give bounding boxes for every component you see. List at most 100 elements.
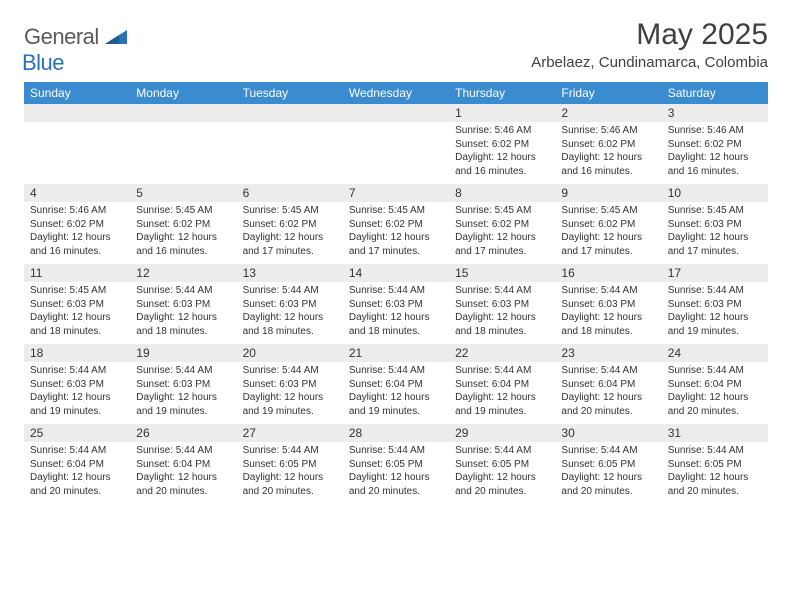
sunset-text: Sunset: 6:02 PM [136,218,230,232]
day-detail-cell: Sunrise: 5:44 AMSunset: 6:05 PMDaylight:… [555,442,661,504]
day-detail-cell: Sunrise: 5:46 AMSunset: 6:02 PMDaylight:… [24,202,130,264]
location-subtitle: Arbelaez, Cundinamarca, Colombia [531,54,768,71]
daylight-text: Daylight: 12 hours and 17 minutes. [668,231,762,258]
sunrise-text: Sunrise: 5:44 AM [136,444,230,458]
dow-cell: Tuesday [237,82,343,104]
daylight-text: Daylight: 12 hours and 20 minutes. [561,391,655,418]
sunrise-text: Sunrise: 5:44 AM [349,444,443,458]
page-header: General Blue May 2025 Arbelaez, Cundinam… [24,18,768,76]
day-detail-cell: Sunrise: 5:46 AMSunset: 6:02 PMDaylight:… [555,122,661,184]
day-number-cell: 6 [237,184,343,202]
daylight-text: Daylight: 12 hours and 20 minutes. [455,471,549,498]
sunrise-text: Sunrise: 5:44 AM [668,444,762,458]
day-detail-cell: Sunrise: 5:44 AMSunset: 6:04 PMDaylight:… [130,442,236,504]
day-detail-cell: Sunrise: 5:44 AMSunset: 6:04 PMDaylight:… [343,362,449,424]
sunrise-text: Sunrise: 5:46 AM [668,124,762,138]
sunrise-text: Sunrise: 5:44 AM [243,364,337,378]
day-number-cell [237,104,343,122]
sunset-text: Sunset: 6:04 PM [668,378,762,392]
day-number-row: 18192021222324 [24,344,768,362]
day-number-cell: 14 [343,264,449,282]
day-detail-row: Sunrise: 5:46 AMSunset: 6:02 PMDaylight:… [24,202,768,264]
sunrise-text: Sunrise: 5:44 AM [455,284,549,298]
sunrise-text: Sunrise: 5:46 AM [455,124,549,138]
day-detail-cell [130,122,236,184]
sunset-text: Sunset: 6:04 PM [349,378,443,392]
month-title: May 2025 [531,18,768,52]
daylight-text: Daylight: 12 hours and 16 minutes. [30,231,124,258]
day-number-cell: 24 [662,344,768,362]
sunrise-text: Sunrise: 5:44 AM [136,284,230,298]
day-detail-cell: Sunrise: 5:44 AMSunset: 6:05 PMDaylight:… [449,442,555,504]
sunrise-text: Sunrise: 5:45 AM [30,284,124,298]
daylight-text: Daylight: 12 hours and 19 minutes. [668,311,762,338]
daylight-text: Daylight: 12 hours and 20 minutes. [668,391,762,418]
day-number-cell: 13 [237,264,343,282]
day-detail-cell: Sunrise: 5:45 AMSunset: 6:02 PMDaylight:… [237,202,343,264]
day-detail-cell: Sunrise: 5:46 AMSunset: 6:02 PMDaylight:… [449,122,555,184]
daylight-text: Daylight: 12 hours and 19 minutes. [455,391,549,418]
day-number-row: 123 [24,104,768,122]
day-number-cell: 12 [130,264,236,282]
logo-triangle-icon [105,31,127,48]
day-number-cell: 19 [130,344,236,362]
day-detail-cell: Sunrise: 5:44 AMSunset: 6:04 PMDaylight:… [24,442,130,504]
day-number-cell [24,104,130,122]
daylight-text: Daylight: 12 hours and 19 minutes. [349,391,443,418]
day-detail-row: Sunrise: 5:45 AMSunset: 6:03 PMDaylight:… [24,282,768,344]
daylight-text: Daylight: 12 hours and 18 minutes. [30,311,124,338]
day-detail-cell [24,122,130,184]
daylight-text: Daylight: 12 hours and 18 minutes. [455,311,549,338]
sunset-text: Sunset: 6:03 PM [136,378,230,392]
sunset-text: Sunset: 6:03 PM [30,298,124,312]
daylight-text: Daylight: 12 hours and 16 minutes. [455,151,549,178]
sunrise-text: Sunrise: 5:45 AM [561,204,655,218]
day-detail-cell: Sunrise: 5:44 AMSunset: 6:05 PMDaylight:… [343,442,449,504]
logo-word-general: General [24,24,99,49]
day-detail-cell [237,122,343,184]
brand-logo: General Blue [24,18,127,76]
day-number-cell: 22 [449,344,555,362]
logo-word-blue: Blue [22,50,64,75]
daylight-text: Daylight: 12 hours and 19 minutes. [30,391,124,418]
day-number-cell: 4 [24,184,130,202]
sunset-text: Sunset: 6:03 PM [455,298,549,312]
sunset-text: Sunset: 6:03 PM [243,298,337,312]
daylight-text: Daylight: 12 hours and 16 minutes. [136,231,230,258]
sunset-text: Sunset: 6:02 PM [30,218,124,232]
sunset-text: Sunset: 6:04 PM [455,378,549,392]
sunset-text: Sunset: 6:05 PM [668,458,762,472]
day-number-cell: 30 [555,424,661,442]
dow-cell: Monday [130,82,236,104]
day-detail-cell: Sunrise: 5:44 AMSunset: 6:05 PMDaylight:… [237,442,343,504]
day-number-cell: 21 [343,344,449,362]
sunset-text: Sunset: 6:05 PM [561,458,655,472]
sunset-text: Sunset: 6:03 PM [668,218,762,232]
sunrise-text: Sunrise: 5:45 AM [455,204,549,218]
calendar-body: Sunday Monday Tuesday Wednesday Thursday… [24,82,768,504]
day-detail-cell: Sunrise: 5:44 AMSunset: 6:03 PMDaylight:… [130,362,236,424]
sunrise-text: Sunrise: 5:44 AM [30,444,124,458]
day-detail-row: Sunrise: 5:46 AMSunset: 6:02 PMDaylight:… [24,122,768,184]
day-detail-cell: Sunrise: 5:44 AMSunset: 6:04 PMDaylight:… [449,362,555,424]
sunset-text: Sunset: 6:03 PM [561,298,655,312]
day-number-cell: 23 [555,344,661,362]
sunset-text: Sunset: 6:02 PM [349,218,443,232]
day-number-cell: 15 [449,264,555,282]
daylight-text: Daylight: 12 hours and 17 minutes. [455,231,549,258]
day-number-cell: 1 [449,104,555,122]
day-number-cell: 11 [24,264,130,282]
sunrise-text: Sunrise: 5:46 AM [561,124,655,138]
day-number-cell: 8 [449,184,555,202]
sunrise-text: Sunrise: 5:44 AM [455,364,549,378]
sunrise-text: Sunrise: 5:44 AM [243,284,337,298]
day-detail-cell: Sunrise: 5:46 AMSunset: 6:02 PMDaylight:… [662,122,768,184]
day-detail-cell: Sunrise: 5:44 AMSunset: 6:03 PMDaylight:… [237,362,343,424]
day-detail-row: Sunrise: 5:44 AMSunset: 6:04 PMDaylight:… [24,442,768,504]
calendar-page: General Blue May 2025 Arbelaez, Cundinam… [0,0,792,522]
day-number-cell: 28 [343,424,449,442]
sunrise-text: Sunrise: 5:44 AM [561,284,655,298]
dow-cell: Wednesday [343,82,449,104]
sunset-text: Sunset: 6:04 PM [561,378,655,392]
sunset-text: Sunset: 6:02 PM [561,138,655,152]
